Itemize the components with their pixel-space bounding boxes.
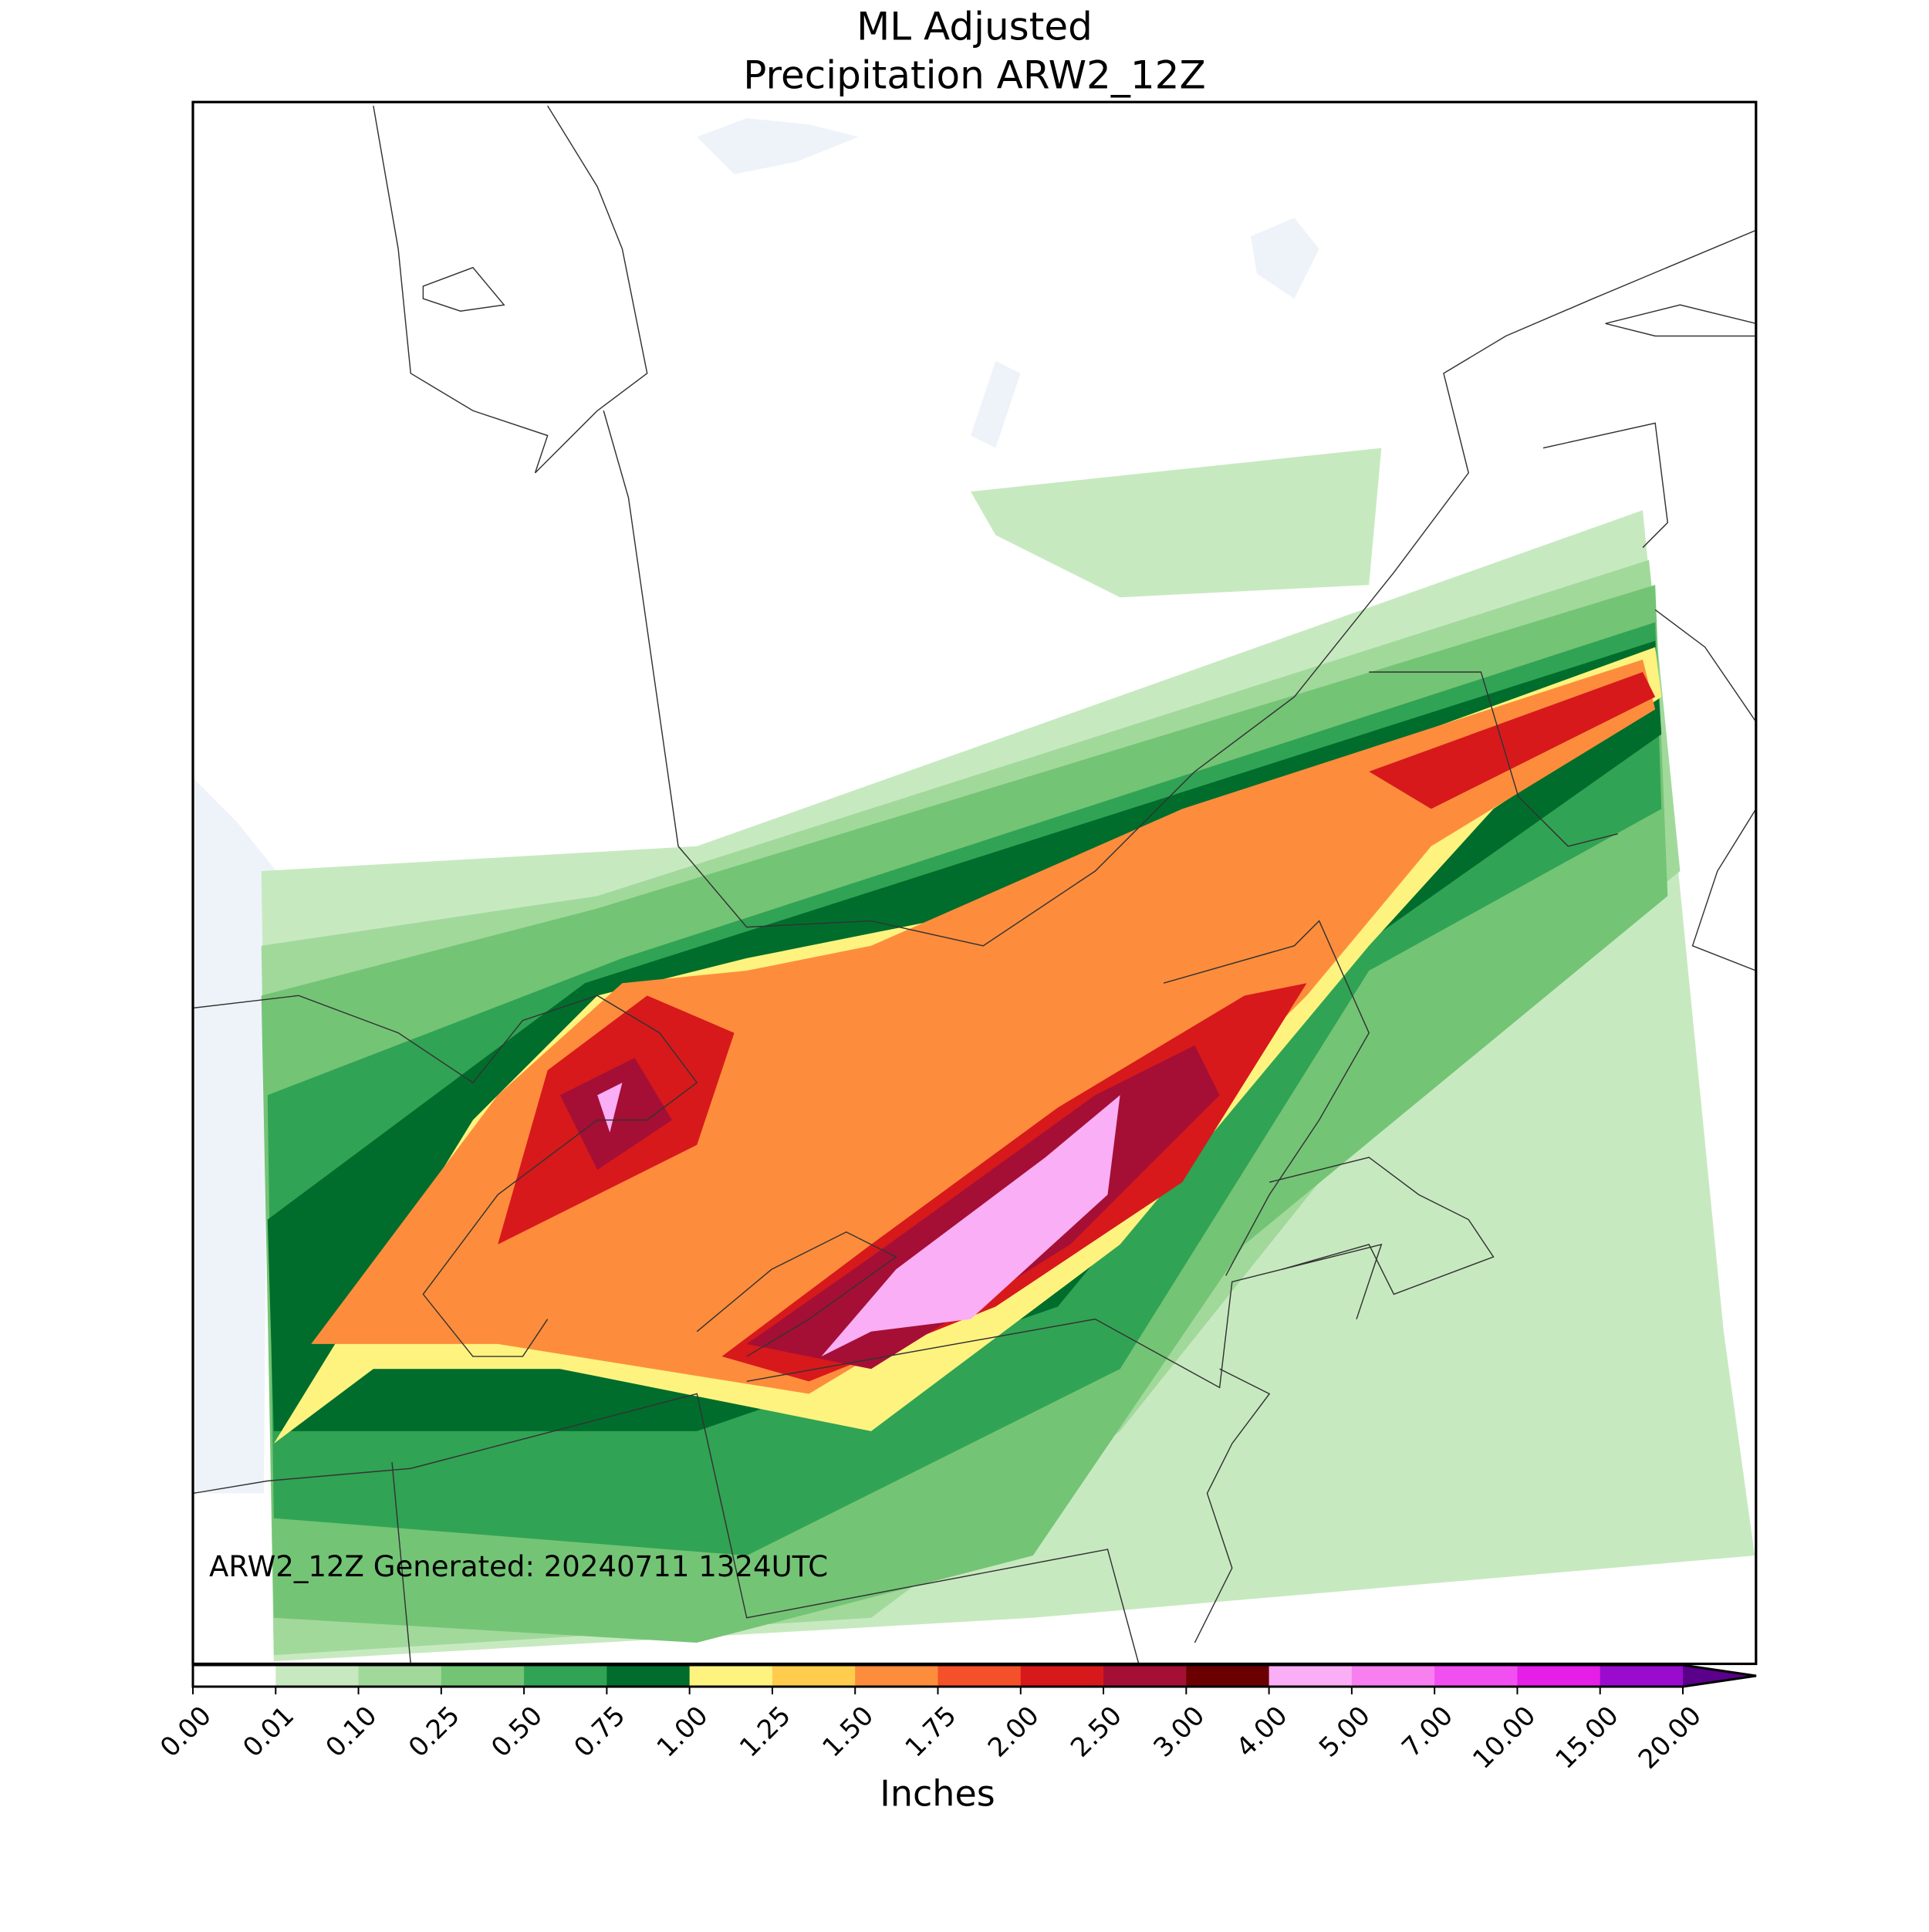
colorbar-segment [1020,1665,1104,1687]
colorbar-segment [855,1665,938,1687]
lakes [697,118,1319,448]
colorbar-segment [937,1665,1022,1687]
precip-area [597,1083,623,1133]
colorbar-segment [772,1665,856,1687]
colorbar-segment [358,1665,442,1687]
colorbar-segment [1269,1665,1353,1687]
precipitation-field [261,448,1755,1662]
colorbar-segment [275,1665,360,1687]
precip-area [971,448,1382,598]
colorbar-segment [1600,1665,1684,1687]
colorbar-segment [1434,1665,1518,1687]
colorbar-frame [191,1663,1757,1688]
precip-area [311,659,1656,1394]
colorbar-extend [1683,1665,1756,1687]
colorbar-segment [606,1665,691,1687]
title: ML Adjusted [856,5,1093,49]
map-content: ARW2_12Z Generated: 20240711 1324UTC [192,105,1756,1664]
colorbar-segment [193,1665,276,1687]
colorbar-segment [1186,1665,1270,1687]
colorbar-segment [1517,1665,1601,1687]
colorbar-label: Inches [880,1773,995,1815]
colorbar-segment [1351,1665,1435,1687]
colorbar-segment [689,1665,773,1687]
precip-area [559,1057,672,1170]
map: ARW2_12Z Generated: 20240711 1324UTC [191,100,1758,1666]
coastlines [192,105,1756,1664]
colorbar-segment [1103,1665,1187,1687]
map-frame [191,100,1758,1666]
subtitle: Precipitation ARW2_12Z [743,53,1205,98]
colorbar-segment [524,1665,607,1687]
colorbar-segment [441,1665,525,1687]
precip-area [1369,671,1656,809]
annotation: ARW2_12Z Generated: 20240711 1324UTC [209,1550,828,1583]
precip-area [821,1095,1120,1357]
